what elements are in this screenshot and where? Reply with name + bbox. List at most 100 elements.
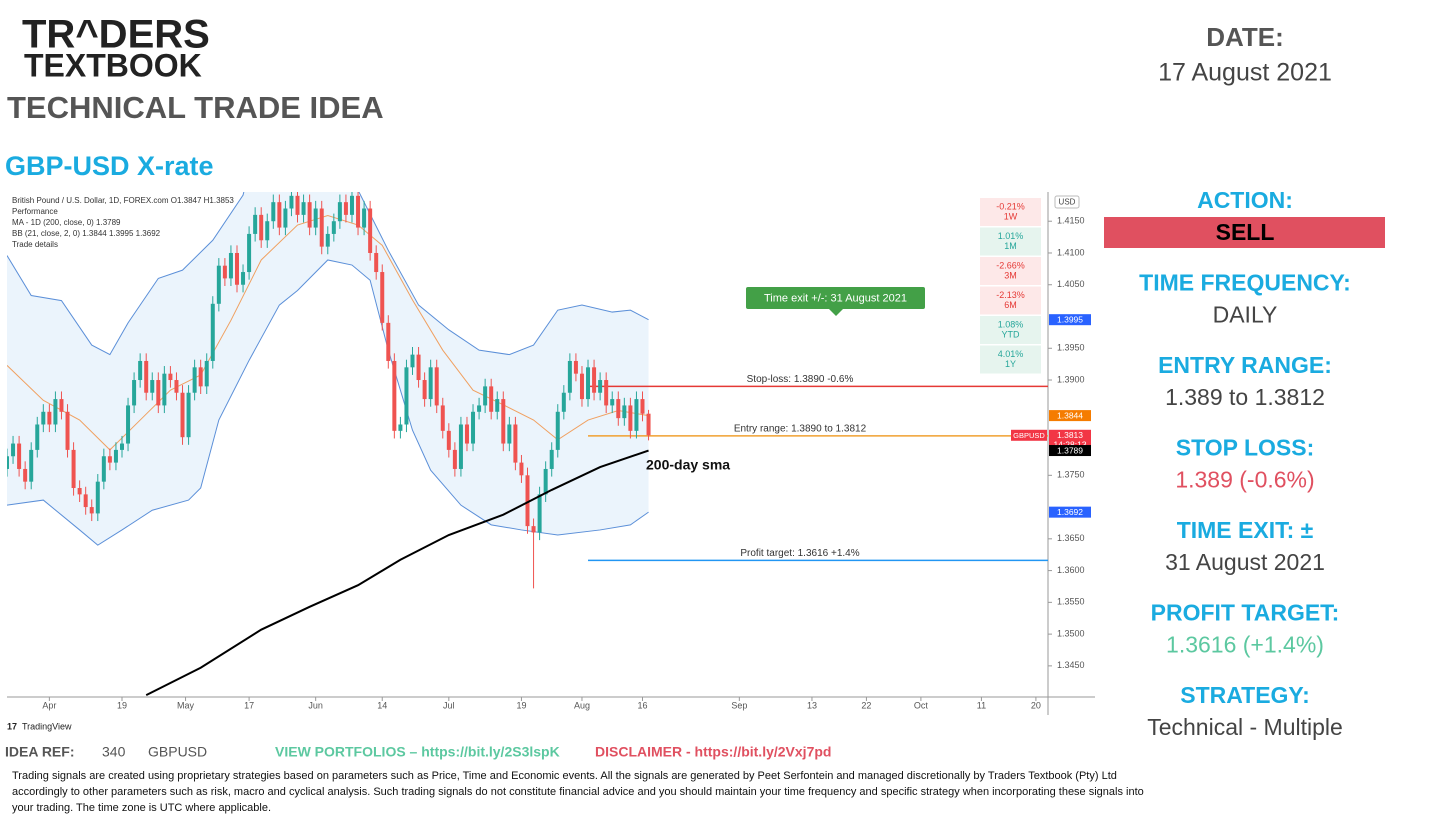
candle-body	[138, 360, 143, 381]
candle-body	[495, 399, 500, 412]
annotation-box	[746, 287, 925, 309]
candle-body	[277, 202, 282, 228]
legend-line: BB (21, close, 2, 0) 1.3844 1.3995 1.369…	[12, 229, 161, 238]
price-tag-label: 1.3789	[1057, 445, 1083, 455]
x-tick-label: Sep	[731, 700, 747, 710]
performance-change: -2.66%	[996, 260, 1025, 270]
performance-box	[980, 198, 1041, 226]
candle-body	[259, 214, 264, 241]
candle-body	[53, 399, 58, 425]
candle-body	[489, 386, 494, 412]
performance-box	[980, 316, 1041, 344]
candle-body	[331, 221, 336, 234]
candle-body	[289, 195, 294, 209]
y-tick-label: 1.3550	[1057, 597, 1085, 607]
disclaimer-link[interactable]: DISCLAIMER - https://bit.ly/2Vxj7pd	[595, 744, 831, 760]
candle-body	[204, 360, 209, 387]
candle-body	[464, 424, 469, 444]
candle-body	[150, 380, 155, 393]
candle-body	[65, 411, 70, 450]
candle-body	[543, 468, 548, 495]
summary-value: 1.3616 (+1.4%)	[1166, 632, 1324, 658]
candle-body	[416, 354, 421, 381]
x-tick-label: 17	[244, 700, 254, 710]
plot-area	[7, 192, 1048, 696]
price-tag	[1049, 314, 1091, 326]
ref-label: IDEA REF:	[5, 744, 74, 760]
candle-body	[422, 380, 427, 400]
y-tick-label: 1.4050	[1057, 279, 1085, 289]
x-tick-label: 20	[1031, 700, 1041, 710]
candle-body	[616, 399, 621, 419]
candle-body	[295, 195, 300, 215]
candle-body	[313, 208, 318, 228]
candle-body	[634, 399, 639, 431]
candle-body	[325, 233, 330, 247]
performance-change: -0.21%	[996, 201, 1025, 211]
candle-body	[428, 367, 433, 400]
y-tick-label: 1.3650	[1057, 533, 1085, 543]
candle-body	[83, 494, 88, 508]
candle-body	[198, 367, 203, 387]
candle-body	[180, 392, 185, 438]
candle-body	[29, 449, 34, 482]
performance-change: -2.13%	[996, 290, 1025, 300]
candle-body	[113, 449, 118, 463]
summary-label: STOP LOSS:	[1176, 435, 1314, 461]
date: 17 August 2021	[1158, 59, 1332, 87]
candle-body	[410, 354, 415, 368]
candle-body	[156, 380, 161, 406]
y-tick-label: 1.4150	[1057, 216, 1085, 226]
candle-body	[59, 399, 64, 412]
candle-body	[23, 468, 28, 482]
ma-line	[7, 214, 649, 451]
candle-body	[144, 360, 149, 393]
disclaimer-text: Trading signals are created using propri…	[12, 770, 1117, 782]
summary-label: STRATEGY:	[1180, 682, 1309, 708]
candle-body	[210, 303, 215, 361]
candle-body	[228, 252, 233, 279]
candle-body	[283, 208, 288, 228]
candle-body	[349, 195, 354, 215]
candle-body	[17, 443, 22, 469]
date-label: DATE:	[1206, 22, 1284, 52]
candle-body	[343, 202, 348, 215]
x-tick-label: 16	[637, 700, 647, 710]
band-line	[7, 259, 649, 546]
candle-body	[477, 405, 482, 412]
candle-body	[404, 367, 409, 425]
candle-body	[11, 443, 16, 457]
candle-body	[35, 424, 40, 450]
candle-body	[380, 272, 385, 323]
performance-period: 3M	[1004, 270, 1017, 280]
candle-body	[610, 399, 615, 406]
x-tick-label: Jul	[443, 700, 455, 710]
candle-body	[241, 272, 246, 285]
candle-body	[174, 380, 179, 393]
band-fill	[7, 192, 649, 546]
candle-body	[307, 202, 312, 228]
candle-body	[216, 265, 221, 304]
candle-body	[253, 214, 258, 234]
candle-body	[513, 424, 518, 463]
sma-line	[145, 449, 649, 696]
candle-body	[265, 221, 270, 241]
performance-period: 1M	[1004, 241, 1017, 251]
price-tag-label: 1.3813	[1057, 430, 1083, 440]
price-tag	[1049, 506, 1091, 518]
candle-body	[7, 456, 9, 469]
legend-line: Performance	[12, 207, 58, 216]
candle-body	[132, 380, 137, 406]
band-line	[7, 192, 649, 356]
candle-body	[234, 252, 239, 285]
price-tag-label: 1.3692	[1057, 507, 1083, 517]
candle-body	[374, 252, 379, 273]
candle-body	[640, 399, 645, 414]
candle-body	[646, 413, 651, 436]
candle-body	[398, 424, 403, 431]
level-label: Entry range: 1.3890 to 1.3812	[734, 424, 867, 435]
portfolios-link[interactable]: VIEW PORTFOLIOS – https://bit.ly/2S3lspK	[275, 744, 560, 760]
x-tick-label: Oct	[914, 700, 929, 710]
x-tick-label: 19	[117, 700, 127, 710]
performance-change: 1.01%	[998, 231, 1024, 241]
